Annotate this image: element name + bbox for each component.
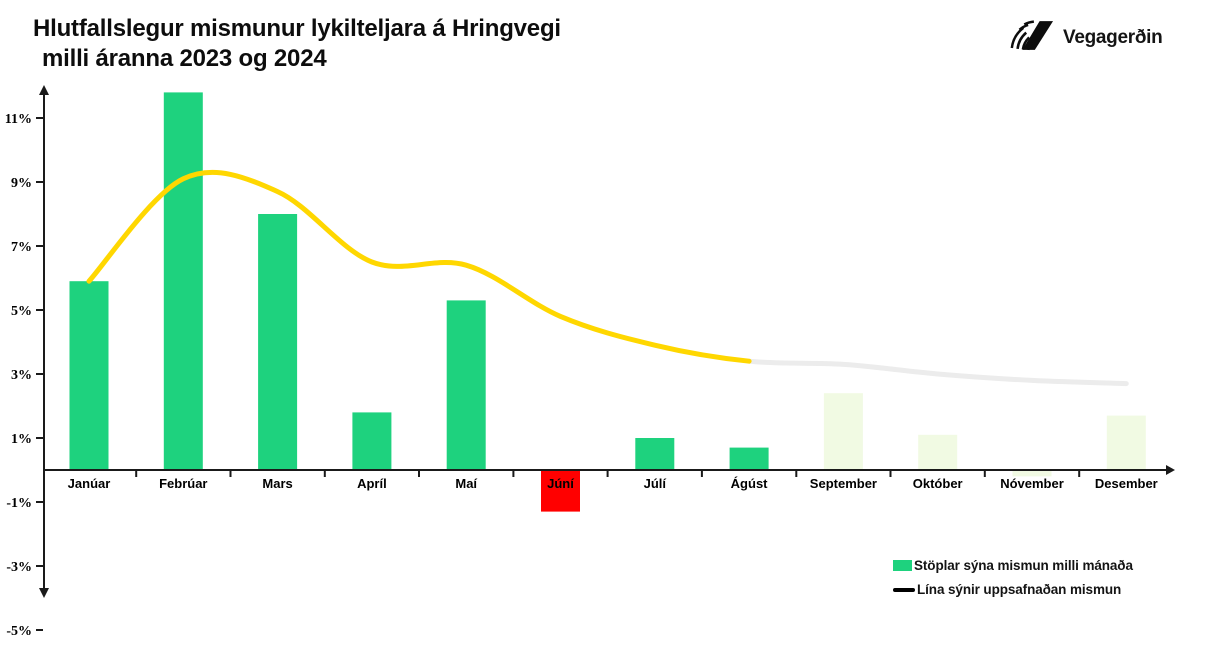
x-axis-label-mai: Maí [455, 476, 477, 491]
legend-bars-label: Stöplar sýna mismun milli mánaða [914, 558, 1133, 573]
y-axis-tick [36, 629, 43, 631]
vegagerdin-logo-text: Vegagerðin [1063, 27, 1163, 48]
y-axis-line [43, 93, 45, 590]
bar-juni [541, 470, 580, 512]
y-axis-arrow-up-icon [39, 85, 49, 95]
bar-september [823, 393, 863, 470]
bar-desember [1106, 415, 1146, 470]
x-axis-tick [418, 471, 420, 477]
y-axis-label: -5% [6, 624, 32, 639]
legend-bar-swatch [893, 560, 912, 571]
bar-januar [69, 281, 109, 470]
legend-line-label: Lína sýnir uppsafnaðan mismun [917, 582, 1122, 597]
legend-item-line: Lína sýnir uppsafnaðan mismun [893, 582, 1133, 597]
page-title-line1: Hlutfallslegur mismunur lykilteljara á H… [33, 15, 561, 42]
x-axis-label-april: Apríl [357, 476, 387, 491]
legend-line-swatch [893, 587, 915, 592]
y-axis-label: 3% [11, 368, 32, 383]
y-axis-tick [36, 309, 43, 311]
y-axis-tick [36, 437, 43, 439]
x-axis-tick [889, 471, 892, 477]
x-axis-tick [229, 471, 232, 477]
x-axis-label-juli: Júlí [644, 476, 667, 491]
x-axis-tick [1078, 471, 1081, 477]
y-axis-label: -1% [6, 496, 32, 511]
x-axis-label-september: September [810, 476, 877, 491]
x-axis-arrow-right-icon [1166, 465, 1175, 475]
chart-legend: Stöplar sýna mismun milli mánaða Lína sý… [893, 558, 1133, 597]
y-axis-tick [36, 565, 43, 567]
y-axis-label: 11% [5, 112, 32, 127]
bar-agust [729, 447, 769, 470]
legend-item-bars: Stöplar sýna mismun milli mánaða [893, 558, 1133, 573]
y-axis-arrow-down-icon [39, 588, 49, 598]
x-axis-label-november: Nóvember [1000, 476, 1064, 491]
x-axis-tick [606, 471, 609, 477]
x-axis-label-juni: Júní [547, 476, 574, 491]
y-axis-tick [36, 245, 43, 247]
x-axis-label-oktober: Október [913, 476, 963, 491]
x-axis-label-januar: Janúar [68, 476, 111, 491]
page-title: Hlutfallslegur mismunur lykilteljara á H… [33, 14, 561, 74]
x-axis-tick [795, 471, 798, 477]
x-axis-label-desember: Desember [1095, 476, 1158, 491]
cumulative-line-actual [86, 169, 752, 364]
y-axis-label: 1% [11, 432, 32, 447]
y-axis-label: 9% [11, 176, 32, 191]
bar-november [1012, 470, 1052, 477]
y-axis-tick [36, 373, 43, 375]
x-axis-tick [983, 471, 986, 477]
y-axis-label: -3% [6, 560, 32, 575]
x-axis-tick [700, 471, 703, 477]
x-axis-tick [323, 471, 326, 477]
vegagerdin-logo: Vegagerðin [1008, 20, 1163, 56]
bar-april [352, 412, 392, 470]
page-title-line2: milli áranna 2023 og 2024 [42, 45, 327, 72]
bar-mai [446, 300, 486, 470]
bar-oktober [918, 434, 958, 470]
bar-juli [635, 438, 675, 470]
x-axis-tick [512, 471, 515, 477]
x-axis-tick [135, 471, 138, 477]
x-axis-line [43, 469, 1166, 471]
x-axis-label-mars: Mars [262, 476, 292, 491]
bar-februar [163, 92, 203, 471]
cumulative-line-projected [746, 358, 1129, 387]
x-axis-label-februar: Febrúar [159, 476, 207, 491]
y-axis-label: 5% [11, 304, 32, 319]
bar-mars [258, 214, 298, 470]
vegagerdin-logo-icon [1008, 20, 1054, 56]
y-axis-tick [36, 117, 43, 119]
x-axis-label-agust: Ágúst [731, 476, 769, 491]
y-axis-tick [36, 181, 43, 183]
y-axis-label: 7% [11, 240, 32, 255]
y-axis-tick [36, 501, 43, 503]
